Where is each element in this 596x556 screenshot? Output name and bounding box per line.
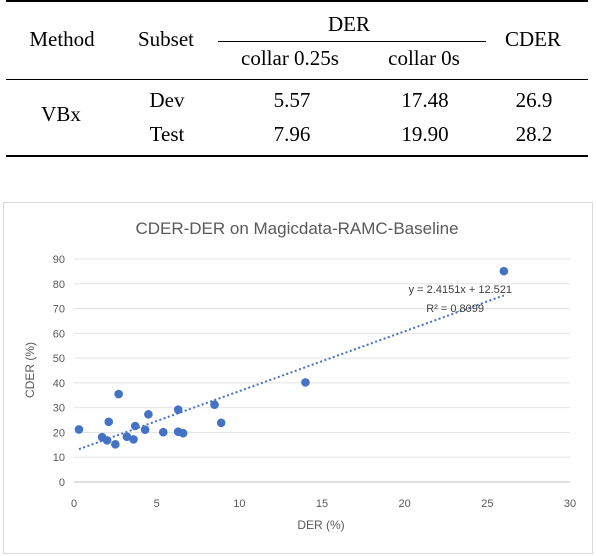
data-point-17 [301,378,310,387]
trendline [78,294,505,451]
data-point-5 [114,389,123,399]
y-tick-50: 50 [53,353,65,365]
y-tick-labels: 0 10 20 30 40 50 60 70 80 90 [53,254,65,489]
header-cder: CDER [504,27,562,51]
data-points [74,266,509,449]
y-tick-0: 0 [59,477,65,489]
x-tick-30: 30 [564,498,576,510]
y-tick-30: 30 [53,403,65,415]
der-underline [218,41,486,42]
x-tick-25: 25 [481,498,493,510]
y-tick-60: 60 [53,328,65,340]
gridlines [74,258,570,483]
data-point-11 [158,427,168,437]
results-table: Method Subset DER collar 0.25s collar 0s… [0,0,596,160]
header-subset: Subset [137,27,195,51]
data-point-14 [178,428,188,438]
data-point-12 [173,405,183,414]
data-point-9 [140,425,150,435]
trendline-r2: R² = 0.8099 [426,303,484,315]
x-tick-20: 20 [399,498,411,510]
y-tick-10: 10 [53,452,65,464]
chart-frame [3,202,593,554]
y-axis-label: CDER (%) [23,342,37,398]
row-dev-der-025: 5.57 [273,88,311,112]
table-top-rule [6,0,588,2]
row-test-subset: Test [149,122,185,146]
data-point-2 [102,436,112,445]
x-tick-0: 0 [71,498,77,510]
x-tick-5: 5 [154,498,160,510]
header-method: Method [29,27,95,51]
data-point-4 [111,440,120,449]
row-dev-der-0: 17.48 [401,88,449,112]
row-test-der-0: 19.90 [401,122,449,146]
row-dev-subset: Dev [149,88,185,112]
trendline-equation: y = 2.4151x + 12.521 [409,284,512,296]
header-bottom-rule [6,79,588,80]
x-tick-15: 15 [316,498,328,510]
header-collar-025: collar 0.25s [241,46,339,70]
method-cell: VBx [41,102,81,126]
data-point-10 [144,410,153,419]
y-tick-80: 80 [53,279,65,291]
x-tick-labels: 0 5 10 15 20 25 30 [71,498,576,510]
y-tick-90: 90 [53,254,65,266]
y-tick-70: 70 [53,304,65,316]
x-tick-10: 10 [233,498,245,510]
data-point-0 [74,425,84,434]
data-point-7 [129,435,138,444]
data-point-16 [216,418,226,428]
header-collar-0: collar 0s [388,46,460,70]
x-axis-label: DER (%) [297,518,344,532]
y-tick-20: 20 [53,427,65,439]
data-point-18 [499,266,509,276]
table-bottom-rule [6,155,588,157]
data-point-8 [130,421,140,431]
data-point-3 [104,417,114,427]
row-test-der-025: 7.96 [273,122,311,146]
row-test-cder: 28.2 [515,122,553,146]
header-der: DER [328,12,370,36]
y-tick-40: 40 [53,378,65,390]
row-dev-cder: 26.9 [515,88,553,112]
chart-title: CDER-DER on Magicdata-RAMC-Baseline [135,219,458,238]
data-point-6 [122,432,132,441]
data-point-15 [210,400,219,409]
